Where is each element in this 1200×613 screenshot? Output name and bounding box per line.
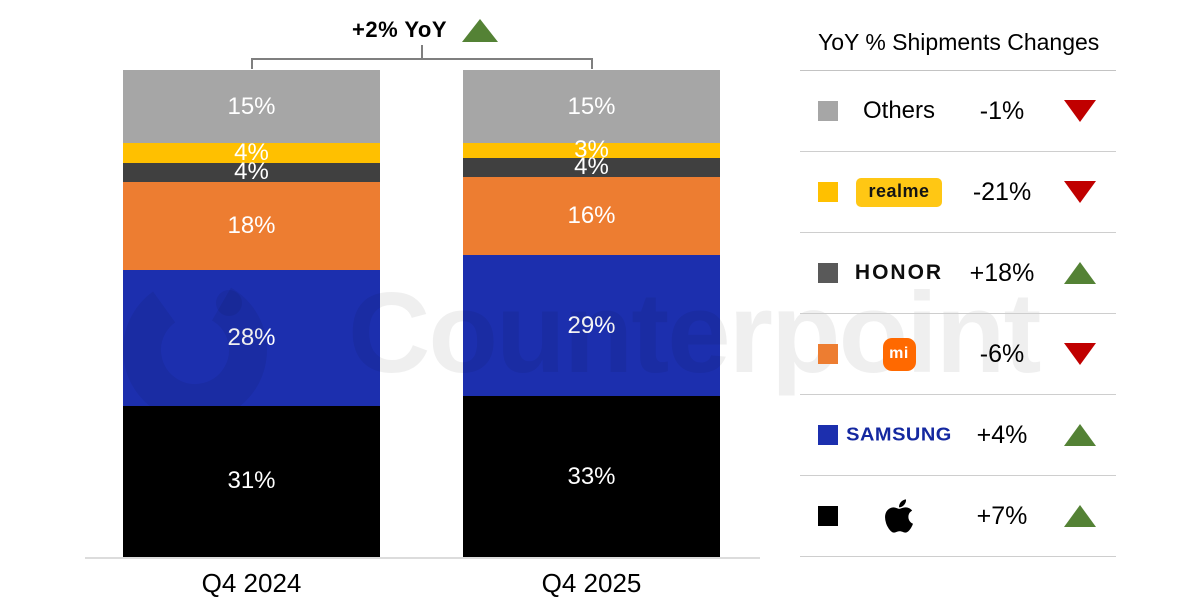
segment-value-label: 33%	[567, 462, 616, 490]
honor-change-value: +18%	[969, 258, 1035, 287]
others-change-value: -1%	[979, 96, 1025, 125]
legend-row-samsung: SAMSUNG +4%	[800, 395, 1116, 476]
bar-segment-xiaomi: 18%	[123, 181, 380, 270]
bar-segment-xiaomi: 16%	[463, 177, 720, 256]
x-axis-label-q4-2025: Q4 2025	[541, 568, 642, 598]
up-triangle-icon	[1064, 424, 1096, 446]
stacked-bar-q4-2024: 15% 4% 4% 18% 28% 31%	[123, 70, 380, 557]
bar-segment-apple: 31%	[123, 406, 380, 557]
realme-swatch	[818, 182, 838, 202]
others-swatch	[818, 101, 838, 121]
x-axis-label-q4-2024: Q4 2024	[201, 568, 302, 598]
segment-value-label: 4%	[234, 158, 269, 186]
segment-value-label: 3%	[574, 136, 609, 164]
legend-row-others: Others -1%	[800, 71, 1116, 152]
total-yoy-label: +2% YoY	[352, 17, 448, 42]
samsung-change-value: +4%	[976, 420, 1028, 449]
legend-row-realme: realme -21%	[800, 152, 1116, 233]
yoy-bracket-line	[251, 58, 593, 60]
segment-value-label: 4%	[234, 138, 269, 166]
yoy-bracket-right-tick	[591, 58, 593, 69]
stacked-bar-q4-2025: 15% 3% 4% 16% 29% 33%	[463, 70, 720, 557]
honor-swatch	[818, 263, 838, 283]
down-triangle-icon	[1064, 100, 1096, 122]
apple-change-value: +7%	[976, 501, 1028, 530]
xiaomi-swatch	[818, 344, 838, 364]
segment-value-label: 16%	[567, 202, 616, 230]
xiaomi-logo: mi	[882, 337, 916, 371]
down-triangle-icon	[1064, 181, 1096, 203]
apple-swatch	[818, 506, 838, 526]
up-triangle-icon	[1064, 262, 1096, 284]
bar-segment-others: 15%	[463, 70, 720, 144]
legend-title: YoY % Shipments Changes	[800, 0, 1116, 71]
bar-segment-samsung: 29%	[463, 255, 720, 397]
bar-segment-realme: 3%	[463, 138, 720, 162]
down-triangle-icon	[1064, 343, 1096, 365]
x-axis-line	[85, 557, 760, 559]
bar-segment-realme: 4%	[123, 138, 380, 166]
up-triangle-icon	[1064, 505, 1096, 527]
bar-segment-apple: 33%	[463, 396, 720, 557]
others-label: Others	[862, 97, 936, 124]
honor-logo: HONOR	[854, 261, 944, 284]
segment-value-label: 15%	[567, 92, 616, 120]
samsung-swatch	[818, 425, 838, 445]
legend-row-honor: HONOR +18%	[800, 233, 1116, 314]
bar-segment-samsung: 28%	[123, 269, 380, 406]
legend-row-xiaomi: mi -6%	[800, 314, 1116, 395]
bar-segment-honor: 4%	[123, 158, 380, 186]
realme-change-value: -21%	[972, 177, 1032, 206]
xiaomi-change-value: -6%	[979, 339, 1025, 368]
bar-segment-others: 15%	[123, 70, 380, 144]
samsung-logo: SAMSUNG	[846, 424, 952, 445]
segment-value-label: 4%	[574, 153, 609, 181]
segment-value-label: 18%	[227, 211, 276, 239]
segment-value-label: 29%	[567, 311, 616, 339]
realme-logo: realme	[856, 177, 942, 207]
legend-row-apple: +7%	[800, 476, 1116, 557]
yoy-bracket-left-tick	[251, 58, 253, 69]
xiaomi-logo-text: mi	[889, 345, 909, 362]
segment-value-label: 28%	[227, 323, 276, 351]
total-yoy-annotation: +2% YoY	[352, 17, 499, 43]
apple-logo	[883, 497, 915, 535]
bar-segment-honor: 4%	[463, 153, 720, 181]
yoy-bracket-center-tick	[421, 45, 423, 59]
segment-value-label: 31%	[227, 467, 276, 495]
legend-panel: YoY % Shipments Changes Others -1% realm…	[800, 0, 1116, 557]
up-triangle-icon	[462, 18, 499, 42]
segment-value-label: 15%	[227, 92, 276, 120]
